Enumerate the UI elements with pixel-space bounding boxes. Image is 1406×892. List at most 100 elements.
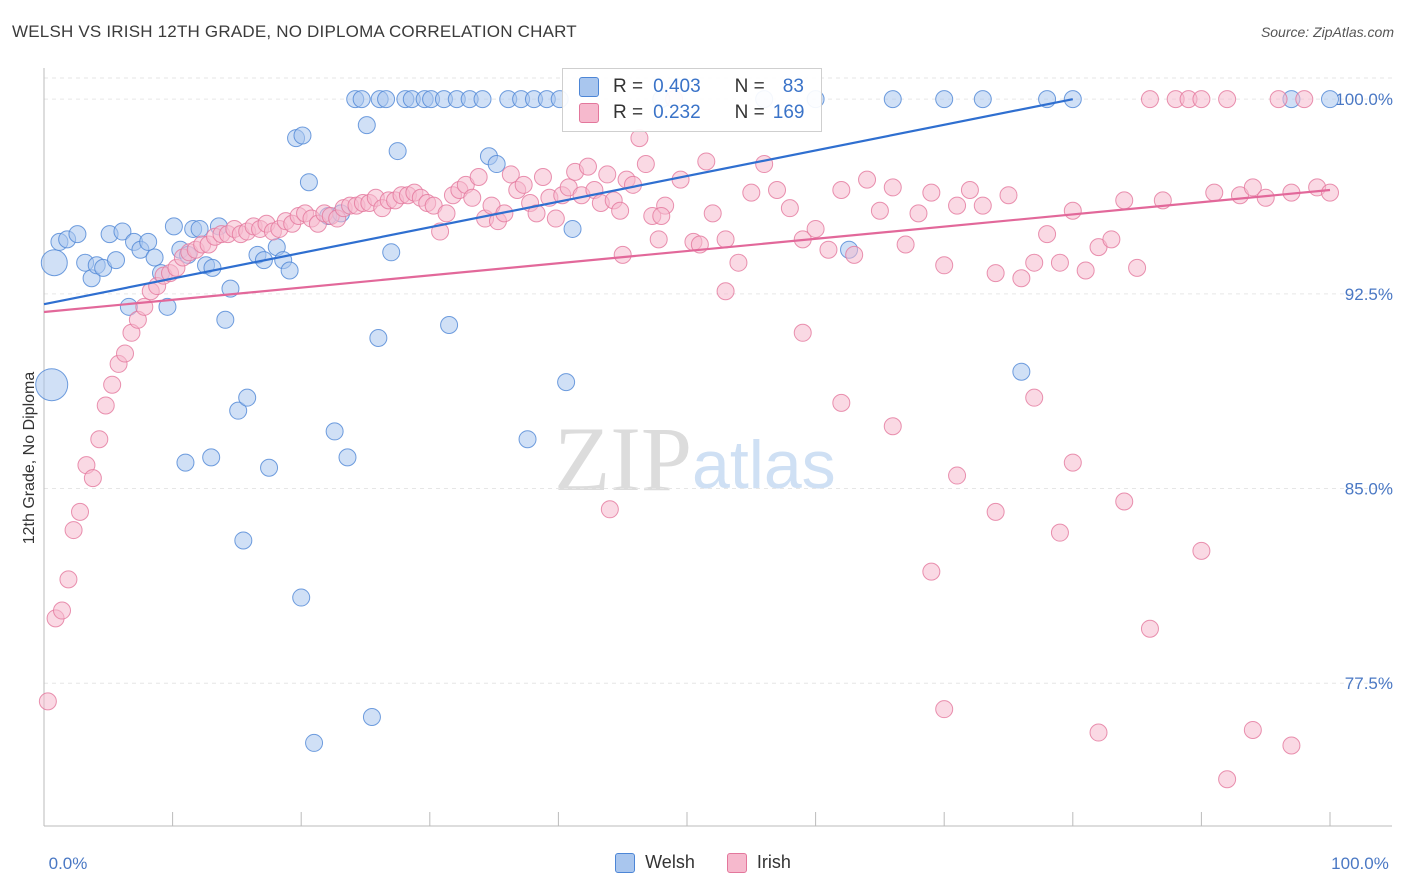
- welsh-point: [164, 217, 183, 236]
- irish-point: [1218, 90, 1237, 109]
- irish-legend-swatch: [726, 852, 747, 873]
- welsh-point: [190, 219, 209, 238]
- irish-point: [1050, 253, 1069, 272]
- irish-point: [1025, 253, 1044, 272]
- welsh-point: [557, 373, 576, 392]
- welsh-point: [1321, 90, 1339, 109]
- irish-point: [1063, 201, 1082, 220]
- irish-point: [630, 129, 649, 148]
- irish-point: [431, 222, 450, 241]
- irish-point: [501, 165, 520, 184]
- welsh-point: [388, 142, 407, 161]
- irish-point: [1102, 230, 1121, 249]
- irish-point: [613, 245, 632, 264]
- irish-point: [832, 181, 851, 200]
- welsh-n-value: 83: [782, 76, 804, 97]
- series-legend: Welsh Irish: [0, 852, 1406, 873]
- y-tick-label: 85.0%: [1345, 480, 1393, 499]
- irish-point: [697, 152, 716, 171]
- watermark-zip: ZIP: [554, 408, 692, 510]
- y-tick-label: 92.5%: [1345, 285, 1393, 304]
- irish-point: [636, 155, 655, 174]
- irish-point: [71, 502, 90, 521]
- irish-point: [755, 155, 774, 174]
- legend-row-irish: R = 0.232 N = 169: [579, 101, 804, 125]
- irish-point: [858, 170, 877, 189]
- stats-legend: R = 0.403 N = 83 R = 0.232 N = 169: [562, 68, 822, 132]
- irish-point: [38, 692, 57, 711]
- welsh-point: [280, 261, 299, 280]
- irish-point: [103, 375, 122, 394]
- x-tick-label: 0.0%: [49, 854, 88, 873]
- irish-point: [598, 165, 617, 184]
- welsh-point: [935, 90, 954, 109]
- welsh-point: [145, 248, 164, 267]
- welsh-legend-label: Welsh: [645, 852, 695, 872]
- welsh-point: [1012, 362, 1031, 381]
- irish-point: [768, 181, 787, 200]
- irish-legend-label: Irish: [756, 852, 791, 872]
- irish-point: [819, 240, 838, 259]
- irish-point: [1012, 269, 1031, 288]
- irish-point: [986, 264, 1005, 283]
- irish-r-value: 0.232: [653, 102, 701, 123]
- irish-point: [870, 201, 889, 220]
- irish-point: [742, 183, 761, 202]
- irish-point: [1076, 261, 1095, 280]
- irish-point: [533, 168, 552, 187]
- welsh-point: [563, 219, 582, 238]
- irish-point: [716, 282, 735, 301]
- legend-row-welsh: R = 0.403 N = 83: [579, 75, 804, 99]
- welsh-point: [293, 126, 312, 145]
- irish-point: [1115, 191, 1134, 210]
- irish-point: [935, 256, 954, 275]
- welsh-r-label: R =: [613, 76, 644, 97]
- welsh-point: [305, 733, 324, 752]
- irish-point: [53, 601, 72, 620]
- irish-point: [780, 199, 799, 218]
- irish-point: [1115, 492, 1134, 511]
- irish-point: [845, 245, 864, 264]
- welsh-point: [518, 430, 537, 449]
- irish-point: [1140, 619, 1159, 638]
- irish-point: [437, 204, 456, 223]
- welsh-point: [973, 90, 992, 109]
- irish-point: [832, 393, 851, 412]
- welsh-point: [362, 707, 381, 726]
- irish-point: [1192, 541, 1211, 560]
- welsh-r-value: 0.403: [653, 76, 701, 97]
- irish-point: [1140, 90, 1159, 109]
- welsh-point: [260, 458, 279, 477]
- welsh-point: [216, 310, 235, 329]
- irish-point: [1269, 90, 1288, 109]
- welsh-point: [883, 90, 902, 109]
- watermark-atlas: atlas: [692, 427, 836, 503]
- irish-point: [935, 700, 954, 719]
- irish-point: [883, 417, 902, 436]
- irish-point: [922, 183, 941, 202]
- welsh-point: [487, 155, 506, 174]
- irish-point: [729, 253, 748, 272]
- irish-point: [1243, 178, 1262, 197]
- welsh-point: [238, 388, 257, 407]
- irish-point: [514, 175, 533, 194]
- irish-point: [1050, 523, 1069, 542]
- welsh-legend-swatch: [615, 852, 636, 873]
- irish-point: [96, 396, 115, 415]
- irish-point: [578, 157, 597, 176]
- welsh-point: [40, 249, 68, 277]
- irish-point: [1256, 188, 1275, 207]
- welsh-point: [292, 588, 311, 607]
- irish-point: [83, 469, 102, 488]
- welsh-trend-line: [43, 98, 1074, 306]
- irish-point: [1025, 388, 1044, 407]
- welsh-point: [473, 90, 492, 109]
- welsh-point: [338, 448, 357, 467]
- irish-point: [469, 168, 488, 187]
- irish-point: [527, 204, 546, 223]
- irish-n-label: N =: [734, 102, 765, 123]
- y-tick-label: 77.5%: [1345, 674, 1393, 693]
- irish-point: [1038, 225, 1057, 244]
- irish-point: [59, 570, 78, 589]
- irish-point: [652, 206, 671, 225]
